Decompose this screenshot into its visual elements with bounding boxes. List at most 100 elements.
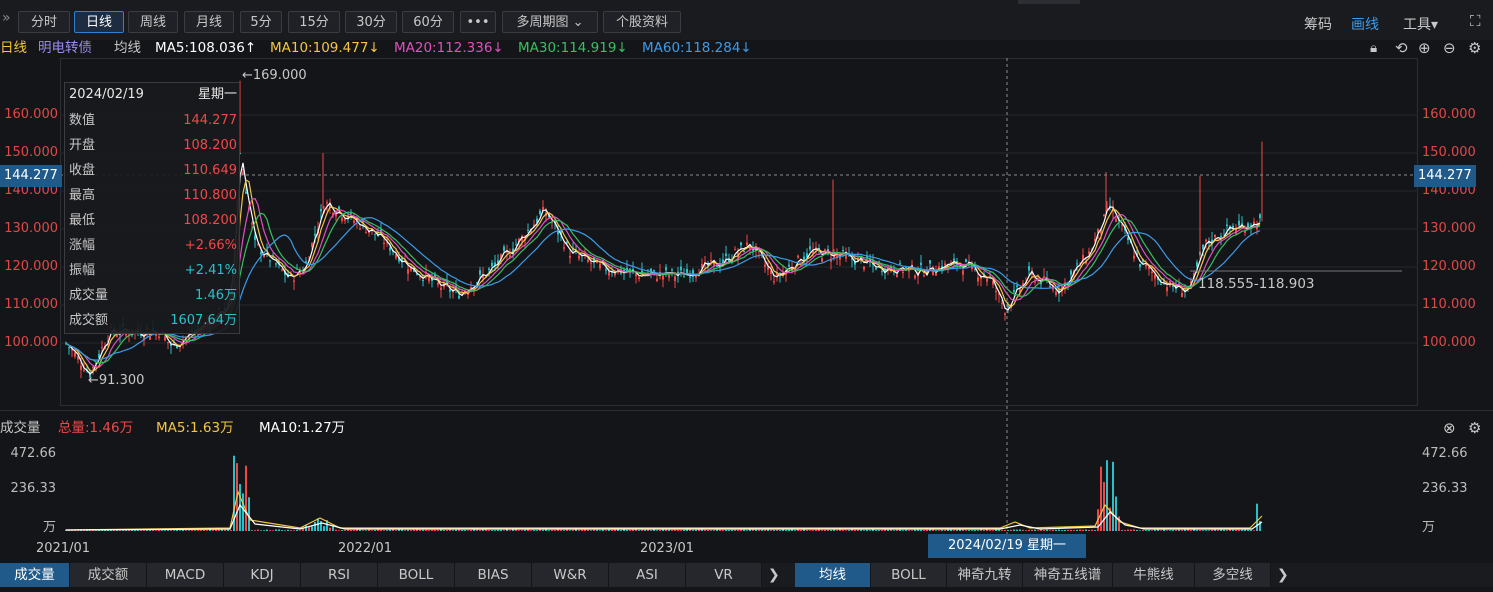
volume-bar <box>1148 530 1150 531</box>
volume-bar <box>860 529 862 531</box>
candle-body <box>638 277 640 279</box>
candle-body <box>674 276 676 281</box>
period-60min-button[interactable]: 60分 <box>402 11 454 33</box>
tab-ma-overlay[interactable]: 均线 <box>795 563 871 587</box>
settings-icon[interactable]: ⚙ <box>1468 39 1482 57</box>
volume-bar <box>1031 529 1033 531</box>
draw-line-button[interactable]: 画线 <box>1351 17 1379 33</box>
more-periods-button[interactable]: ••• <box>460 11 496 33</box>
tab-magic-five[interactable]: 神奇五线谱 <box>1023 563 1113 587</box>
volume-bar <box>611 529 613 531</box>
close-panel-icon[interactable]: ⊗ <box>1443 419 1456 437</box>
volume-bar <box>680 530 682 531</box>
volume-bar <box>740 529 742 531</box>
candle-body <box>1244 231 1246 233</box>
volume-bar <box>1217 529 1219 531</box>
candle-body <box>1226 224 1228 226</box>
tab-long-short[interactable]: 多空线 <box>1195 563 1271 587</box>
tab-kdj[interactable]: KDJ <box>224 563 301 587</box>
volume-bar <box>515 529 517 531</box>
security-name[interactable]: 明电转债 <box>38 40 92 56</box>
stock-info-button[interactable]: 个股资料 <box>603 11 681 33</box>
volume-bar <box>674 529 676 531</box>
candle-body <box>995 291 997 293</box>
candle-body <box>458 295 460 299</box>
candle-body <box>422 279 424 281</box>
volume-bar <box>908 530 910 531</box>
tab-boll[interactable]: BOLL <box>378 563 455 587</box>
candle-body <box>1121 224 1123 226</box>
candle-body <box>920 262 922 266</box>
candle-body <box>845 253 847 259</box>
volume-bar <box>365 530 367 531</box>
chevron-right-icon[interactable]: ❯ <box>1277 567 1289 583</box>
volume-bar <box>224 529 226 531</box>
candle-body <box>503 246 505 252</box>
tab-bias[interactable]: BIAS <box>455 563 532 587</box>
volume-settings-icon[interactable]: ⚙ <box>1468 419 1482 437</box>
candle-body <box>167 341 169 343</box>
zoom-in-icon[interactable]: ⊕ <box>1418 39 1431 57</box>
chips-button[interactable]: 筹码 <box>1304 17 1332 33</box>
volume-bar <box>926 529 928 531</box>
volume-bar <box>626 529 628 531</box>
period-day-button[interactable]: 日线 <box>74 11 124 33</box>
period-5min-button[interactable]: 5分 <box>240 11 282 33</box>
tab-bull-bear[interactable]: 牛熊线 <box>1113 563 1195 587</box>
tooltip-value: 1607.64万 <box>170 313 237 328</box>
volume-bar <box>284 530 286 531</box>
period-month-button[interactable]: 月线 <box>184 11 234 33</box>
volume-title[interactable]: 成交量 <box>0 420 41 436</box>
volume-bar <box>242 493 244 531</box>
tab-magic-nine[interactable]: 神奇九转 <box>947 563 1023 587</box>
period-30min-button[interactable]: 30分 <box>345 11 397 33</box>
volume-bar <box>848 530 850 531</box>
volume-bar <box>941 529 943 531</box>
tooltip-row: 数值 144.277 <box>69 109 237 133</box>
tab-macd[interactable]: MACD <box>147 563 224 587</box>
ma-label[interactable]: 均线 <box>114 40 141 56</box>
lock-icon[interactable]: 🔒︎ <box>1370 40 1378 56</box>
volume-bar <box>779 530 781 531</box>
expand-icon[interactable]: ⛶ <box>1470 12 1481 30</box>
volume-bar <box>812 530 814 531</box>
volume-bar <box>1088 529 1090 531</box>
tab-vr[interactable]: VR <box>686 563 762 587</box>
tab-boll-overlay[interactable]: BOLL <box>871 563 947 587</box>
candle-body <box>809 246 811 250</box>
candle-body <box>395 254 397 259</box>
tools-dropdown[interactable]: 工具▾ <box>1403 17 1439 33</box>
candle-body <box>671 269 673 271</box>
volume-bar <box>671 530 673 531</box>
ma30-line <box>65 211 1261 364</box>
candle-body <box>1082 255 1084 260</box>
candle-body <box>608 271 610 276</box>
tab-wr[interactable]: W&R <box>532 563 609 587</box>
volume-bar <box>647 529 649 531</box>
ma5-value: MA5:108.036↑ <box>155 40 257 56</box>
tab-asi[interactable]: ASI <box>609 563 686 587</box>
volume-bar <box>1010 529 1012 531</box>
chevron-right-icon[interactable]: ❯ <box>768 567 780 583</box>
collapse-icon[interactable]: » <box>2 10 11 26</box>
volume-bar <box>416 529 418 531</box>
volume-bar <box>1046 529 1048 531</box>
tab-volume[interactable]: 成交量 <box>0 563 70 587</box>
volume-bar <box>305 525 307 531</box>
candle-body <box>926 271 928 275</box>
volume-bar <box>758 529 760 531</box>
period-15min-button[interactable]: 15分 <box>288 11 340 33</box>
volume-bar <box>1259 521 1261 531</box>
zoom-out-icon[interactable]: ⊖ <box>1443 39 1456 57</box>
tab-turnover[interactable]: 成交额 <box>70 563 147 587</box>
period-minute-button[interactable]: 分时 <box>18 11 70 33</box>
undo-icon[interactable]: ⟲ <box>1395 39 1408 57</box>
candle-body <box>557 230 559 235</box>
volume-bar <box>233 455 235 531</box>
volume-bar <box>596 529 598 531</box>
period-week-button[interactable]: 周线 <box>128 11 178 33</box>
tab-rsi[interactable]: RSI <box>301 563 378 587</box>
volume-bar <box>875 530 877 531</box>
tooltip-key: 成交量 <box>69 288 109 303</box>
multi-period-dropdown[interactable]: 多周期图 ⌄ <box>502 11 598 33</box>
